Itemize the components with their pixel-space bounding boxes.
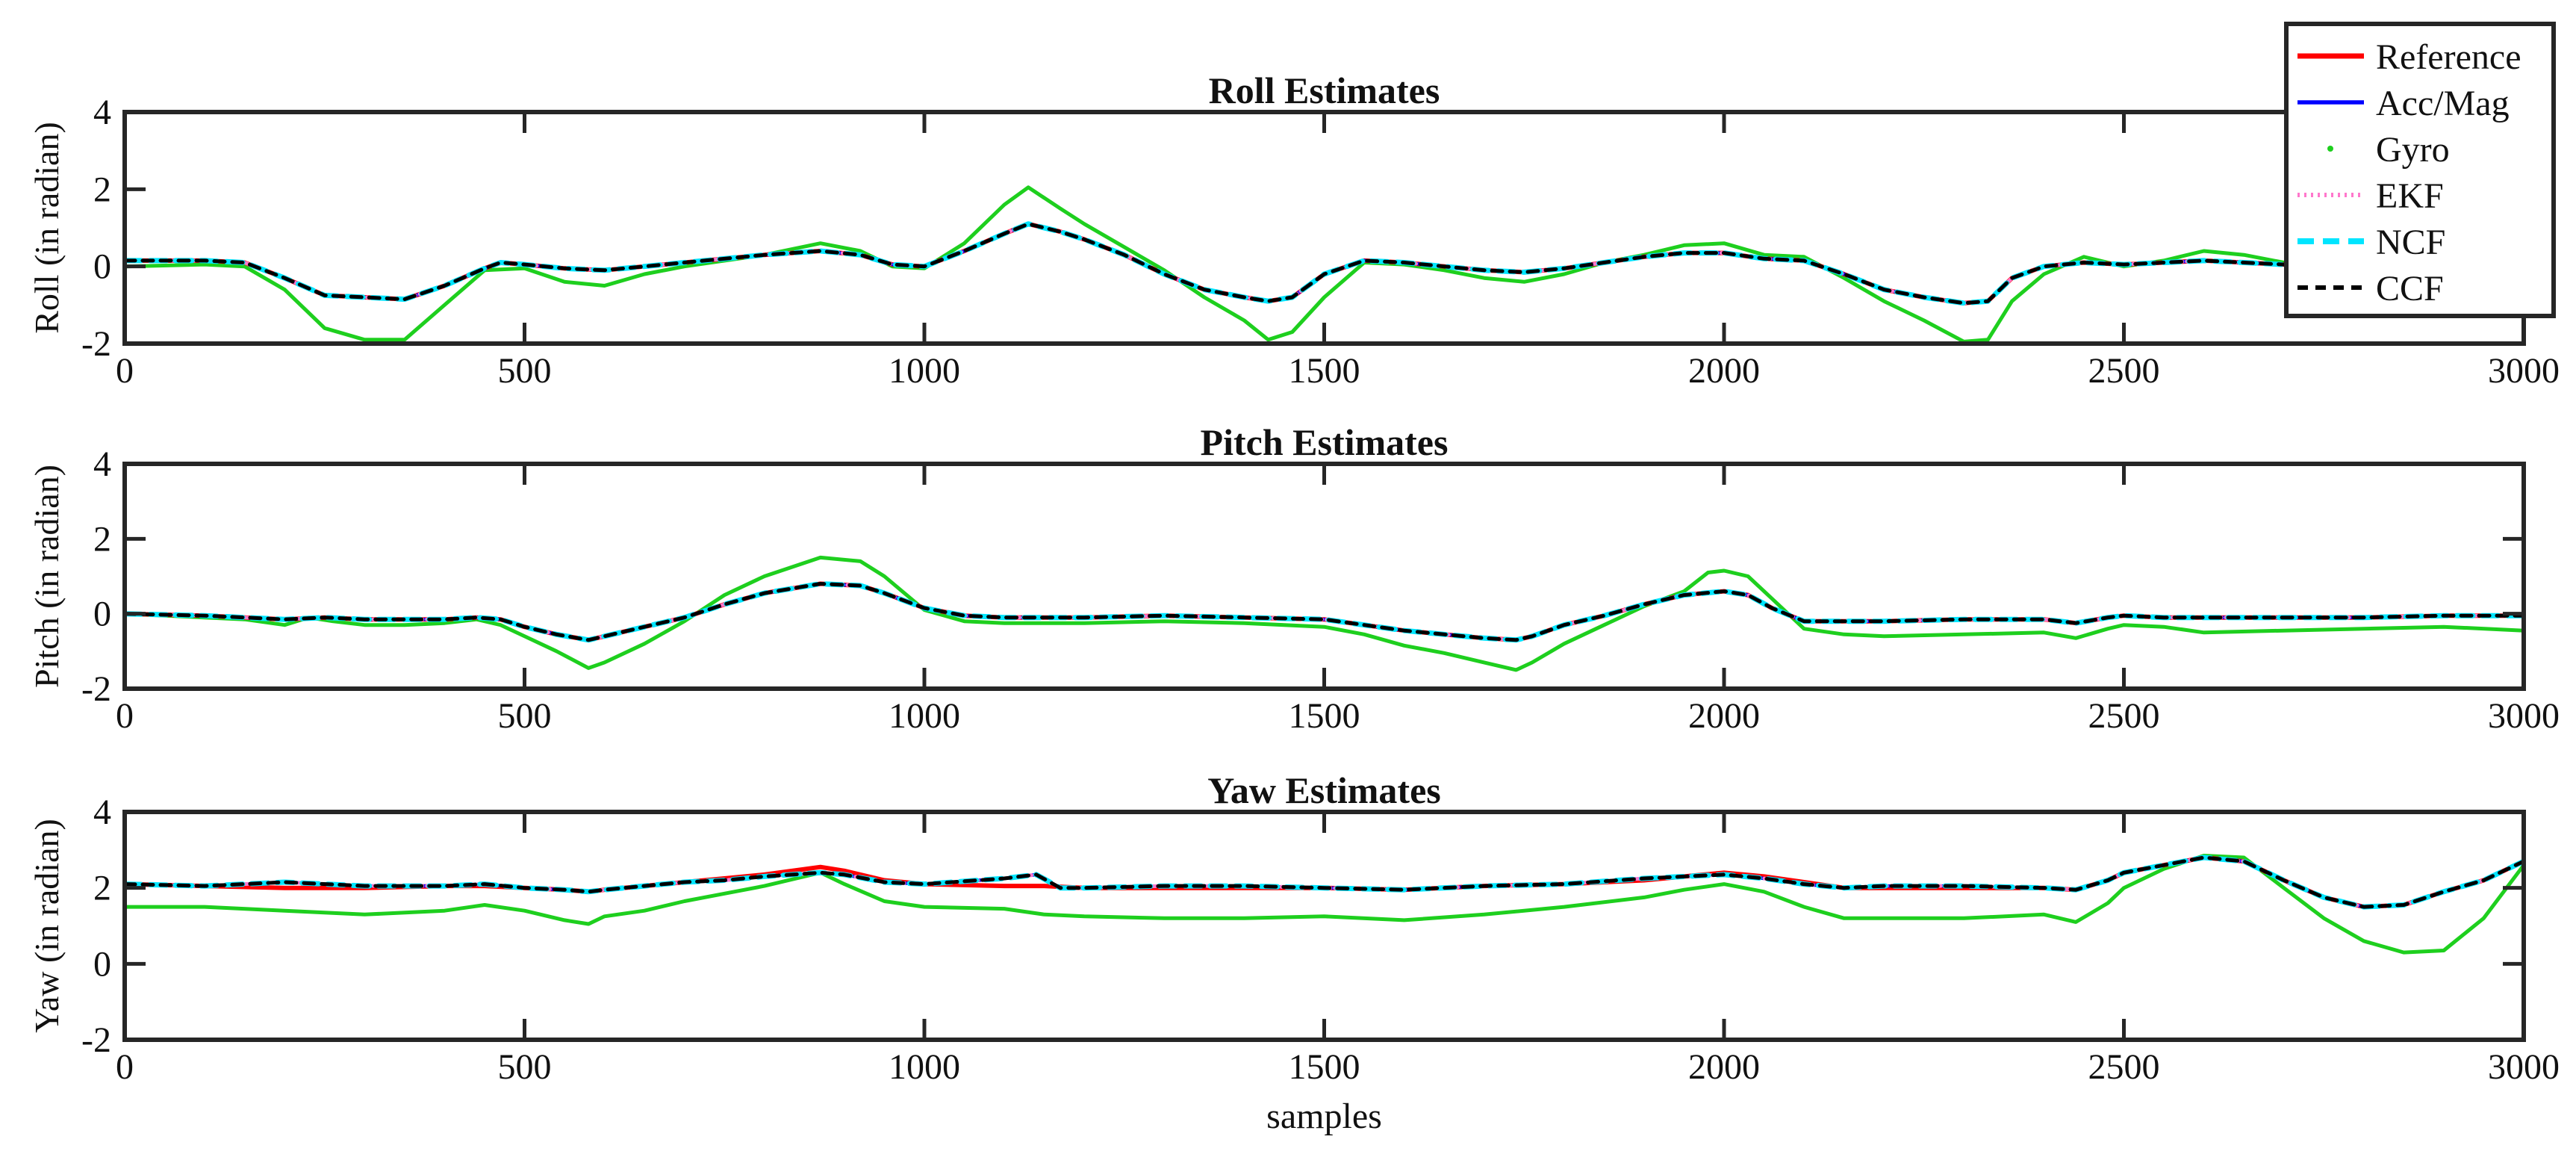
- pitch-xtick-label: 1000: [889, 696, 960, 736]
- yaw-ytick-label: -2: [81, 1020, 111, 1060]
- pitch-xtick-label: 3000: [2488, 696, 2560, 736]
- roll-ytick-label: 2: [93, 170, 111, 209]
- pitch-xtick-label: 1500: [1289, 696, 1360, 736]
- yaw-title: Yaw Estimates: [1207, 769, 1440, 811]
- legend-label: NCF: [2376, 223, 2445, 262]
- pitch-axes-box: [122, 462, 2526, 691]
- pitch-ytick-label: 4: [93, 444, 111, 484]
- legend-item: Reference: [2297, 37, 2521, 77]
- roll-xtick-label: 500: [498, 351, 552, 391]
- legend-swatch-gyro: [2327, 146, 2333, 152]
- pitch-xtick-label: 500: [498, 696, 552, 736]
- yaw-xlabel: samples: [1266, 1097, 1382, 1136]
- pitch-ylabel: Pitch (in radian): [28, 465, 66, 688]
- yaw-xtick-label: 0: [116, 1047, 134, 1087]
- pitch-ytick-label: 0: [93, 595, 111, 634]
- pitch-ccf-line: [125, 582, 2524, 642]
- roll-xtick-label: 2000: [1688, 351, 1760, 391]
- pitch-ytick-label: -2: [81, 669, 111, 709]
- yaw-xtick-label: 1000: [889, 1047, 960, 1087]
- legend-label: Reference: [2376, 37, 2521, 77]
- pitch-series: [125, 555, 2524, 672]
- pitch-xtick-label: 2000: [1688, 696, 1760, 736]
- yaw-axes-box: [122, 810, 2526, 1042]
- roll-xtick-label: 1500: [1289, 351, 1360, 391]
- legend-item: Acc/Mag: [2297, 84, 2510, 123]
- legend-label: CCF: [2376, 269, 2444, 308]
- roll-title: Roll Estimates: [1209, 69, 1440, 111]
- yaw-ylabel: Yaw (in radian): [28, 819, 66, 1033]
- yaw-xtick-label: 3000: [2488, 1047, 2560, 1087]
- legend-item: CCF: [2297, 269, 2444, 308]
- pitch-xtick-label: 2500: [2088, 696, 2160, 736]
- roll-xtick-label: 3000: [2488, 351, 2560, 391]
- roll-axes-box: [122, 110, 2526, 346]
- pitch-gyro-line: [125, 555, 2524, 672]
- roll-ytick-label: 0: [93, 247, 111, 287]
- yaw-series: [125, 854, 2524, 955]
- pitch-ytick-label: 2: [93, 519, 111, 559]
- yaw-ytick-label: 0: [93, 944, 111, 984]
- pitch-ncf-line: [125, 581, 2524, 643]
- pitch-reference-line: [125, 581, 2524, 642]
- yaw-xtick-label: 2000: [1688, 1047, 1760, 1087]
- roll-xtick-label: 1000: [889, 351, 960, 391]
- roll-series: [125, 185, 2367, 344]
- roll-ytick-label: -2: [81, 324, 111, 364]
- pitch-ekf-line: [125, 582, 2524, 642]
- legend-item: NCF: [2297, 223, 2445, 262]
- roll-ccf-line: [125, 222, 2366, 306]
- yaw-xtick-label: 1500: [1289, 1047, 1360, 1087]
- legend-item: EKF: [2297, 176, 2444, 216]
- roll-gyro-line: [125, 185, 2366, 344]
- roll-xtick-label: 0: [116, 351, 134, 391]
- legend: Reference Acc/Mag Gyro EKF NCF CCF: [2284, 22, 2556, 318]
- yaw-ccf-line: [125, 855, 2524, 909]
- roll-xtick-label: 2500: [2088, 351, 2160, 391]
- roll-ytick-label: 4: [93, 93, 111, 132]
- pitch-title: Pitch Estimates: [1201, 421, 1449, 463]
- yaw-ytick-label: 4: [93, 793, 111, 832]
- legend-label: EKF: [2376, 176, 2444, 216]
- legend-box: [2284, 22, 2556, 318]
- yaw-gyro-line: [125, 854, 2524, 955]
- roll-ylabel: Roll (in radian): [28, 122, 66, 334]
- legend-item: Gyro: [2327, 130, 2450, 170]
- pitch-acc-mag-line: [125, 582, 2524, 642]
- legend-label: Gyro: [2376, 130, 2450, 170]
- pitch-xtick-label: 0: [116, 696, 134, 736]
- legend-label: Acc/Mag: [2376, 84, 2510, 123]
- yaw-xtick-label: 500: [498, 1047, 552, 1087]
- yaw-xtick-label: 2500: [2088, 1047, 2160, 1087]
- yaw-ytick-label: 2: [93, 869, 111, 908]
